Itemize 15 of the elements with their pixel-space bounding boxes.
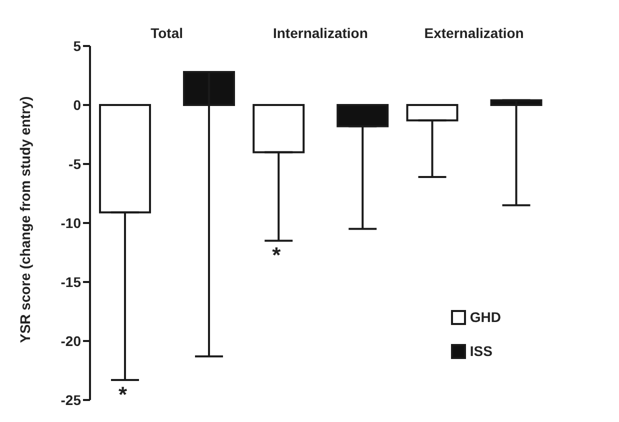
x-tick-label: Total — [150, 25, 184, 41]
y-tick-label: -25 — [60, 392, 82, 408]
y-tick-label: -20 — [60, 332, 82, 349]
y-tick-label: 5 — [73, 38, 82, 54]
x-tick-label: Externalization — [424, 25, 524, 41]
x-tick-label: Internalization — [272, 25, 368, 41]
annotation: * — [118, 382, 128, 407]
y-tick-label: -5 — [68, 156, 82, 172]
annotation: * — [272, 242, 282, 268]
y-tick-label: -10 — [60, 214, 82, 231]
legend-label: GHD — [470, 309, 501, 325]
legend-label: ISS — [470, 343, 492, 359]
y-tick-label: -15 — [60, 274, 82, 290]
y-tick-label: 0 — [73, 96, 82, 113]
y-axis-title: YSR score (change from study entry) — [16, 96, 33, 343]
